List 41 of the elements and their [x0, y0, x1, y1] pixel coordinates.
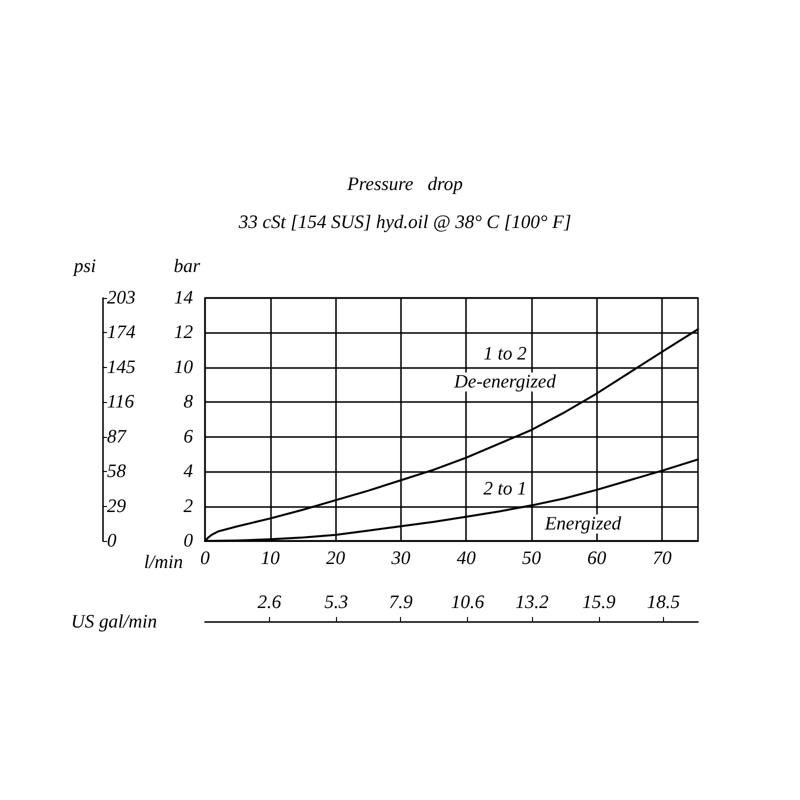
annotation: De-energized: [453, 372, 556, 392]
x2-tick-label: 7.9: [388, 592, 414, 613]
x-axis-title: l/min: [144, 552, 183, 573]
x-tick-label: 70: [652, 548, 672, 569]
y-tick-label: 0: [184, 530, 194, 552]
y-tick-label: 10: [174, 356, 194, 378]
x-tick-label: 60: [587, 548, 607, 569]
y-tick-label: 2: [184, 496, 194, 517]
annotation: Energized: [544, 514, 622, 534]
y2-tick-label: 145: [107, 356, 136, 378]
x-tick-label: 40: [456, 548, 476, 569]
chart-title: Pressure drop: [346, 174, 463, 195]
chart-subtitle: 33 cSt [154 SUS] hyd.oil @ 38° C [100° F]: [238, 212, 572, 233]
y2-tick-label: 29: [107, 496, 126, 517]
y2-tick-label: 87: [107, 426, 128, 448]
x2-tick-label: 2.6: [258, 592, 282, 613]
x-tick-label: 50: [522, 548, 542, 569]
annotation: 1 to 2: [483, 344, 528, 364]
annotation: 2 to 1: [483, 478, 527, 500]
y-tick-label: 6: [184, 426, 194, 448]
y2-tick-label: 174: [107, 322, 136, 344]
x-tick-label: 20: [326, 548, 346, 569]
x-tick-label: 10: [260, 548, 280, 569]
y2-axis-title: psi: [72, 256, 96, 277]
x2-tick-label: 13.2: [515, 592, 550, 613]
y-tick-label: 14: [174, 288, 194, 308]
x2-tick-label: 18.5: [646, 592, 680, 613]
y-tick-label: 12: [174, 322, 194, 344]
x-tick-label: 30: [390, 548, 411, 569]
x2-tick-label: 15.9: [582, 592, 616, 613]
y2-tick-label: 203: [107, 288, 136, 308]
y2-tick-label: 58: [107, 461, 126, 482]
y-tick-label: 8: [184, 392, 194, 413]
y-axis-title: bar: [174, 256, 201, 277]
x2-tick-label: 5.3: [324, 592, 348, 613]
y2-tick-label: 116: [107, 392, 135, 413]
y2-tick-label: 0: [107, 530, 117, 552]
x2-tick-label: 10.6: [450, 592, 485, 613]
x-tick-label: 0: [200, 548, 210, 569]
x2-axis-title: US gal/min: [70, 612, 157, 632]
y-tick-label: 4: [184, 461, 194, 482]
